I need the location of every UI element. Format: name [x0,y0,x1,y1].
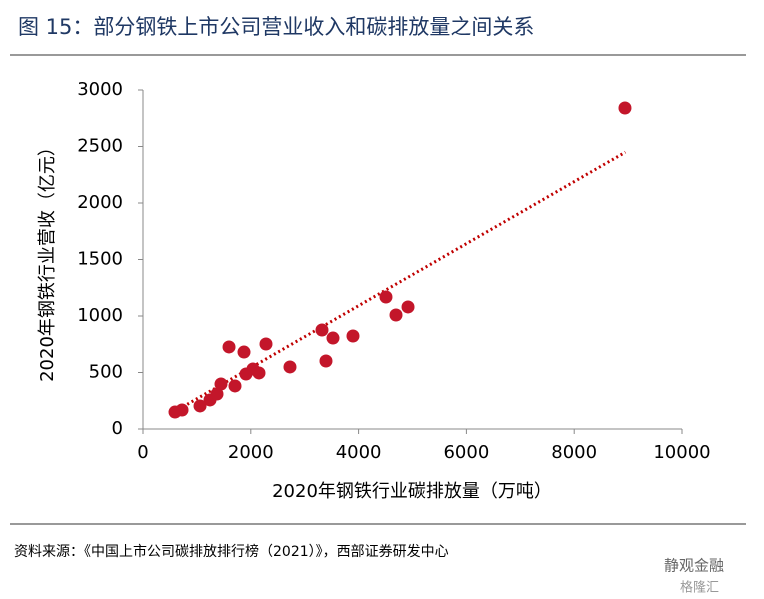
trend-line [169,150,627,416]
x-tick-label: 10000 [653,442,710,463]
x-tick-label: 6000 [443,442,489,463]
data-point [315,323,329,337]
data-point [175,403,189,417]
data-point [222,340,236,354]
data-point [210,387,224,401]
watermark: 静观金融 [664,557,724,575]
data-point [379,290,393,304]
data-point [319,354,333,368]
data-point [618,101,632,115]
data-point [193,399,207,413]
chart-title: 图 15：部分钢铁上市公司营业收入和碳排放量之间关系 [18,15,534,39]
y-axis-label: 2020年钢铁行业营收（亿元） [37,138,58,382]
data-point [259,337,273,351]
data-point [389,308,403,322]
data-point [326,331,340,345]
y-tick-label: 0 [112,418,123,439]
x-tick-label: 8000 [551,442,597,463]
y-tick-label: 1500 [77,249,123,270]
y-tick-label: 1000 [77,305,123,326]
source-note: 资料来源：《中国上市公司碳排放排行榜（2021）》，西部证券研发中心 [14,543,449,560]
x-tick-label: 0 [137,442,148,463]
y-tick-label: 3000 [77,79,123,100]
data-point [346,329,360,343]
watermark: 格隆汇 [680,580,719,596]
data-point [214,377,228,391]
data-point [252,366,266,380]
x-tick-label: 2000 [228,442,274,463]
data-point [283,360,297,374]
data-point [228,379,242,393]
y-tick-label: 2500 [77,136,123,157]
y-tick-label: 500 [89,362,123,383]
y-tick-label: 2000 [77,192,123,213]
data-point [401,300,415,314]
x-tick-label: 4000 [336,442,382,463]
x-axis-label: 2020年钢铁行业碳排放量（万吨） [272,481,552,502]
data-point [237,345,251,359]
